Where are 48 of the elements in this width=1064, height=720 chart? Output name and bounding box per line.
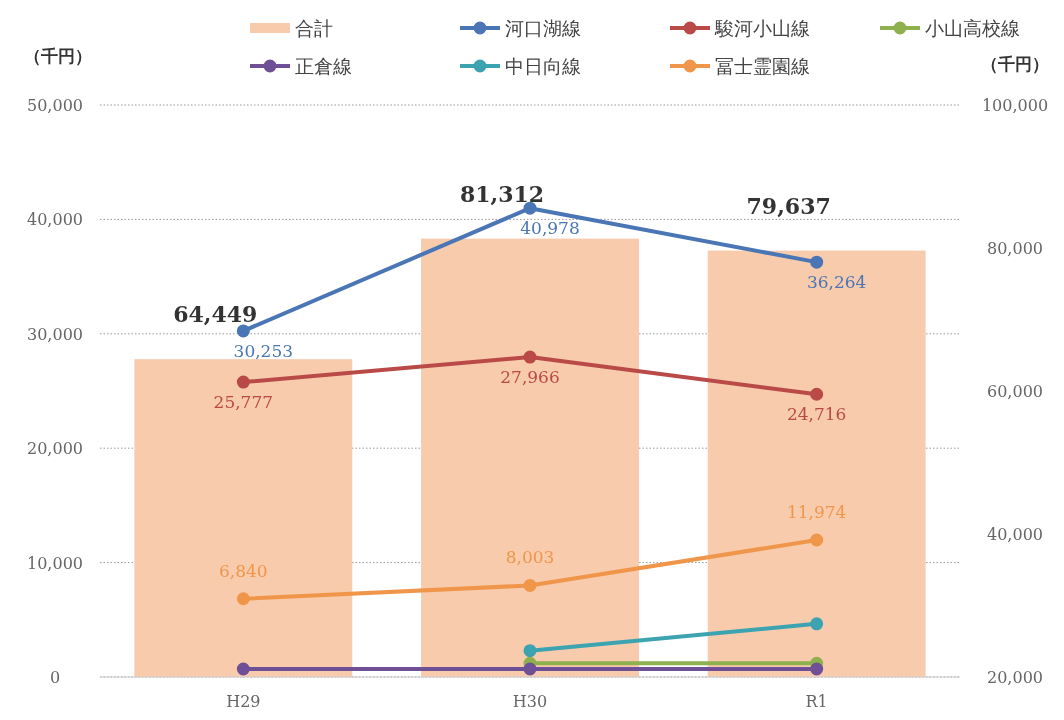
point xyxy=(523,662,537,676)
data-label: 6,840 xyxy=(219,560,268,581)
legend-label: 小山高校線 xyxy=(925,17,1020,39)
legend-label: 河口湖線 xyxy=(505,17,581,39)
data-label: 81,312 xyxy=(459,180,545,207)
point xyxy=(236,662,250,676)
y2-tick-label: 20,000 xyxy=(987,668,1043,687)
x-tick-label: H30 xyxy=(512,692,548,711)
point xyxy=(810,533,824,547)
x-tick-label: R1 xyxy=(805,692,828,711)
y-axis-title: （千円） xyxy=(24,46,92,66)
legend-label: 合計 xyxy=(295,17,333,39)
data-label: 30,253 xyxy=(233,340,294,361)
data-label: 11,974 xyxy=(786,502,847,523)
data-label: 27,966 xyxy=(500,367,560,388)
y-tick-label: 30,000 xyxy=(27,324,83,344)
y-tick-label: 20,000 xyxy=(27,439,83,459)
point xyxy=(523,578,537,592)
point xyxy=(236,592,250,606)
y2-tick-label: 60,000 xyxy=(987,382,1043,401)
x-tick-label: H29 xyxy=(226,692,261,711)
data-label: 36,264 xyxy=(806,272,867,293)
legend-label: 正倉線 xyxy=(295,55,352,77)
data-label: 64,449 xyxy=(173,301,258,328)
legend-label: 駿河小山線 xyxy=(714,17,810,39)
y2-tick-label: 100,000 xyxy=(981,96,1049,115)
point xyxy=(810,662,824,676)
data-label: 24,716 xyxy=(786,404,847,425)
y-tick-label: 50,000 xyxy=(27,96,83,115)
y2-axis-title: （千円） xyxy=(981,54,1049,74)
data-label: 25,777 xyxy=(213,392,274,413)
point xyxy=(810,617,824,631)
data-label: 79,637 xyxy=(746,192,831,219)
y-tick-label: 0 xyxy=(49,668,61,687)
legend-label: 中日向線 xyxy=(505,55,581,77)
point xyxy=(236,324,250,338)
y-tick-label: 40,000 xyxy=(27,210,83,230)
point xyxy=(236,375,250,389)
point xyxy=(523,350,537,364)
data-label: 8,003 xyxy=(505,547,555,568)
y2-tick-label: 80,000 xyxy=(987,239,1043,258)
y-tick-label: 10,000 xyxy=(27,553,83,573)
point xyxy=(810,255,824,269)
y2-tick-label: 40,000 xyxy=(987,525,1043,544)
data-label: 40,978 xyxy=(520,218,580,239)
point xyxy=(523,644,537,658)
legend-label: 冨士霊園線 xyxy=(715,55,810,77)
point xyxy=(810,387,824,401)
